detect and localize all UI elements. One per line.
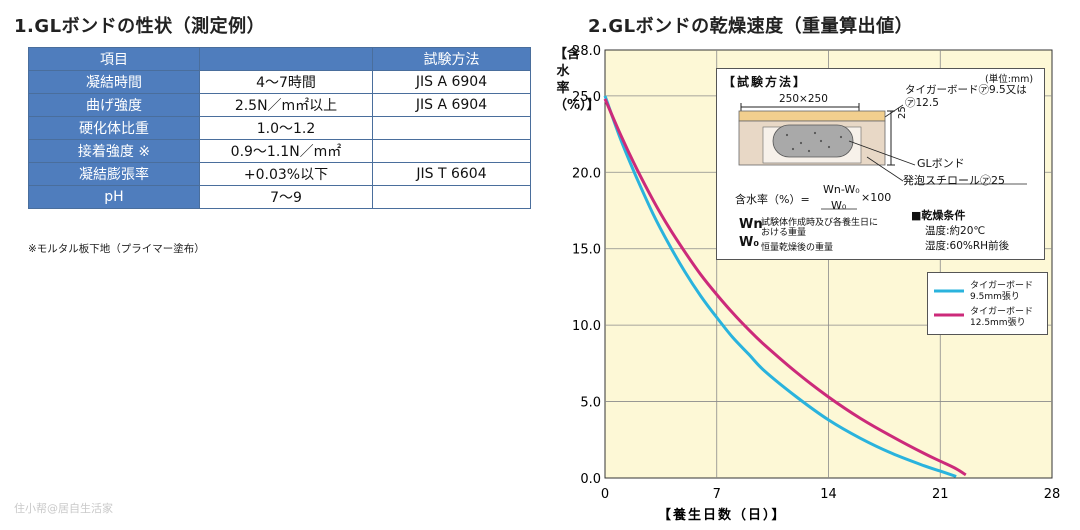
table-row: 曲げ強度 2.5N／m㎡以上 JIS A 6904 xyxy=(28,93,531,117)
dimension-label: 250×250 xyxy=(779,93,828,105)
x-tick-label: 14 xyxy=(820,487,837,502)
formula-numerator: Wn-W₀ xyxy=(823,183,860,196)
y-tick-label: 0.0 xyxy=(580,472,601,487)
x-tick-label: 28 xyxy=(1044,487,1061,502)
series-lines xyxy=(603,95,967,478)
row-item: 接着強度 ※ xyxy=(28,139,200,163)
row-method: JIS T 6604 xyxy=(372,162,531,186)
row-value: 7〜9 xyxy=(199,185,373,209)
properties-table: 項目 試験方法 凝結時間 4〜7時間 JIS A 6904 曲げ強度 2.5N／… xyxy=(28,47,531,209)
legend-label-12-5mm-line2: 12.5mm張り xyxy=(970,318,1026,328)
watermark: 住小帮@居自生活家 xyxy=(14,502,113,515)
table-title: 1.GLボンドの性状（測定例） xyxy=(14,16,266,37)
y-tick-label: 10.0 xyxy=(572,319,601,334)
y-tick-label: 25.0 xyxy=(572,90,601,105)
formula-denominator: W₀ xyxy=(831,199,847,212)
row-value: 2.5N／m㎡以上 xyxy=(199,93,373,117)
row-item: 硬化体比重 xyxy=(28,116,200,140)
board-label-2: ㋐12.5 xyxy=(905,97,939,109)
y-tick-label: 28.0 xyxy=(572,44,601,59)
row-method: JIS A 6904 xyxy=(372,70,531,94)
wn-text-1: 試験体作成時及び各養生日に xyxy=(761,218,879,228)
foam-label: 発泡スチロール㋐25 xyxy=(903,174,1005,187)
x-tick-label: 7 xyxy=(713,487,721,502)
header-item: 項目 xyxy=(28,47,200,71)
legend-label-12-5mm-line1: タイガーボード xyxy=(970,307,1034,317)
table-row: 凝結時間 4〜7時間 JIS A 6904 xyxy=(28,70,531,94)
series-line-12-5mm xyxy=(603,98,967,477)
y-tick-label: 20.0 xyxy=(572,166,601,181)
formula-suffix: ×100 xyxy=(861,191,892,204)
board-label: タイガーボード㋐9.5又は xyxy=(905,84,1027,96)
inset-unit: (単位:mm) xyxy=(985,74,1034,85)
row-item: pH xyxy=(28,185,200,209)
header-method: 試験方法 xyxy=(372,47,531,71)
row-item: 凝結時間 xyxy=(28,70,200,94)
table-footnote: ※モルタル板下地（プライマー塗布） xyxy=(28,243,205,255)
condition-temp: 温度:約20℃ xyxy=(925,225,986,237)
x-axis-label: 【養生日数（日）】 xyxy=(658,507,787,523)
wn-symbol: Wn xyxy=(739,217,763,232)
formula-prefix: 含水率（%）= xyxy=(735,193,810,206)
legend-label-9-5mm-line2: 9.5mm張り xyxy=(970,292,1020,302)
row-method xyxy=(372,116,531,140)
bond-label: GLボンド xyxy=(917,157,965,170)
row-value: 1.0〜1.2 xyxy=(199,116,373,140)
table-row: pH 7〜9 xyxy=(28,185,531,209)
test-method-inset: 【試験方法】 (単位:mm) タイガーボード㋐9.5又は ㋐12.5 250×2… xyxy=(716,68,1045,260)
y-tick-label: 5.0 xyxy=(580,396,601,411)
row-value: 4〜7時間 xyxy=(199,70,373,94)
specimen-diagram xyxy=(738,103,1027,210)
w0-symbol: W₀ xyxy=(739,235,760,250)
condition-heading: ■乾燥条件 xyxy=(911,209,966,222)
y-tick-label: 15.0 xyxy=(572,243,601,258)
row-method xyxy=(372,185,531,209)
table-row: 硬化体比重 1.0〜1.2 xyxy=(28,116,531,140)
w0-text: 恒量乾燥後の重量 xyxy=(761,243,834,253)
height-label: 25 xyxy=(897,106,908,119)
axis-ticks: 0 7 14 21 28 0.0 5.0 10.0 15.0 20.0 25.0 28.0 xyxy=(572,44,1060,502)
inset-heading: 【試験方法】 xyxy=(723,75,808,89)
row-method xyxy=(372,139,531,163)
chart-title: 2.GLボンドの乾燥速度（重量算出値） xyxy=(588,16,914,37)
series-line-9-5mm xyxy=(603,95,957,478)
y-axis-label: 【含水率（%）】 xyxy=(554,47,600,113)
x-tick-label: 0 xyxy=(601,487,609,502)
legend-label-9-5mm-line1: タイガーボード xyxy=(970,281,1034,291)
row-item: 曲げ強度 xyxy=(28,93,200,117)
row-method: JIS A 6904 xyxy=(372,93,531,117)
x-tick-label: 21 xyxy=(932,487,949,502)
wn-text-2: おける重量 xyxy=(761,228,807,238)
legend: タイガーボード 9.5mm張り タイガーボード 12.5mm張り xyxy=(927,272,1048,335)
table-row: 接着強度 ※ 0.9〜1.1N／m㎡ xyxy=(28,139,531,163)
row-value: 0.9〜1.1N／m㎡ xyxy=(199,139,373,163)
condition-humidity: 湿度:60%RH前後 xyxy=(925,240,1010,252)
